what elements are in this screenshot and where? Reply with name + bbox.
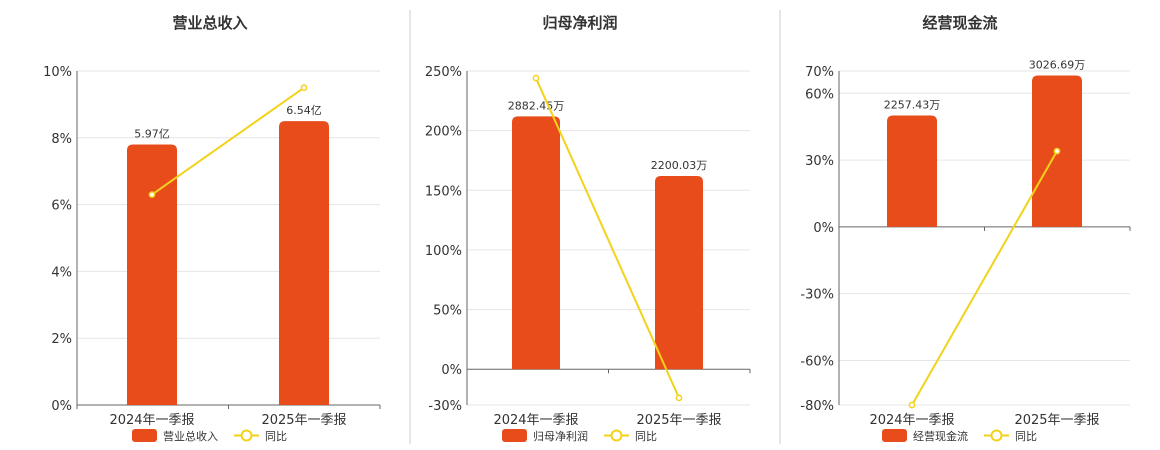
chart1-yoy-point — [148, 191, 156, 198]
chart1-category-label: 2024年一季报 — [109, 413, 194, 428]
chart3-bar-data-label: 3026.69万 — [1029, 58, 1086, 71]
chart3-ytick-label: -30% — [800, 288, 834, 303]
chart2-category-label: 2024年一季报 — [493, 413, 578, 428]
chart2-ytick-label: 200% — [425, 125, 462, 140]
chart2-bar — [512, 116, 560, 370]
chart2-ytick-label: 0% — [441, 363, 462, 378]
chart1-bar — [127, 144, 177, 406]
chart2-title: 归母净利润 — [542, 14, 617, 32]
chart3-title: 经营现金流 — [922, 14, 997, 32]
chart2-ytick-label: -30% — [428, 399, 462, 414]
chart1-ytick-label: 6% — [51, 199, 72, 214]
chart1-ytick-label: 8% — [51, 132, 72, 147]
chart2-bar-data-label: 2200.03万 — [651, 159, 708, 172]
chart3-yoy-point — [1053, 147, 1061, 155]
chart2-yoy-point — [532, 74, 540, 82]
chart1-bar — [279, 121, 329, 405]
chart1-ytick-label: 4% — [51, 265, 72, 280]
chart2-ytick-label: 100% — [425, 244, 462, 259]
chart1-ytick-label: 10% — [43, 65, 72, 80]
chart1-yoy-line — [151, 86, 305, 196]
chart1-category-label: 2025年一季报 — [261, 413, 346, 428]
chart1-bar-data-label: 5.97亿 — [134, 127, 170, 140]
chart3-ytick-label: 60% — [805, 87, 834, 102]
chart3-yoy-line — [911, 150, 1058, 406]
chart3-ytick-label: -80% — [800, 399, 834, 414]
chart2-ytick-label: 250% — [425, 65, 462, 80]
chart2-legend-line-label: 同比 — [635, 430, 657, 443]
chart3-legend-line-marker — [990, 429, 1003, 442]
chart3-legend-line-label: 同比 — [1015, 430, 1037, 443]
chart2-category-label: 2025年一季报 — [636, 413, 721, 428]
chart1-bar-data-label: 6.54亿 — [286, 104, 322, 117]
chart1-legend-bar-label: 营业总收入 — [163, 429, 218, 443]
chart2-bar — [655, 175, 703, 370]
chart3-category-label: 2024年一季报 — [869, 413, 954, 428]
chart3-ytick-label: 30% — [805, 154, 834, 169]
chart2-ytick-label: 150% — [425, 184, 462, 199]
chart2-ytick-label: 50% — [433, 304, 462, 319]
chart2-legend-bar-swatch — [502, 429, 527, 442]
chart2-legend-bar-label: 归母净利润 — [533, 429, 588, 443]
chart3-bar — [887, 115, 937, 227]
chart1-ytick-label: 0% — [51, 399, 72, 414]
chart1-legend-line-marker — [240, 429, 253, 442]
chart1-legend-bar-swatch — [132, 429, 157, 442]
chart3-ytick-label: -60% — [800, 354, 834, 369]
chart1-yoy-point — [300, 84, 308, 92]
chart2-bar-data-label: 2882.45万 — [508, 99, 565, 112]
chart2-legend-line-marker — [610, 429, 623, 442]
chart1-title: 营业总收入 — [172, 14, 247, 32]
chart3-ytick-label: 0% — [813, 221, 834, 236]
chart2-yoy-line — [535, 77, 680, 399]
chart1-ytick-label: 2% — [51, 332, 72, 347]
chart2-yoy-point — [675, 394, 683, 402]
chart3-yoy-point — [908, 401, 916, 409]
chart3-ytick-label: 70% — [805, 65, 834, 80]
chart3-legend-bar-label: 经营现金流 — [913, 429, 968, 443]
chart3-legend-bar-swatch — [882, 429, 907, 442]
chart3-bar-data-label: 2257.43万 — [884, 99, 941, 112]
chart3-category-label: 2025年一季报 — [1014, 413, 1099, 428]
chart1-legend-line-label: 同比 — [265, 430, 287, 443]
